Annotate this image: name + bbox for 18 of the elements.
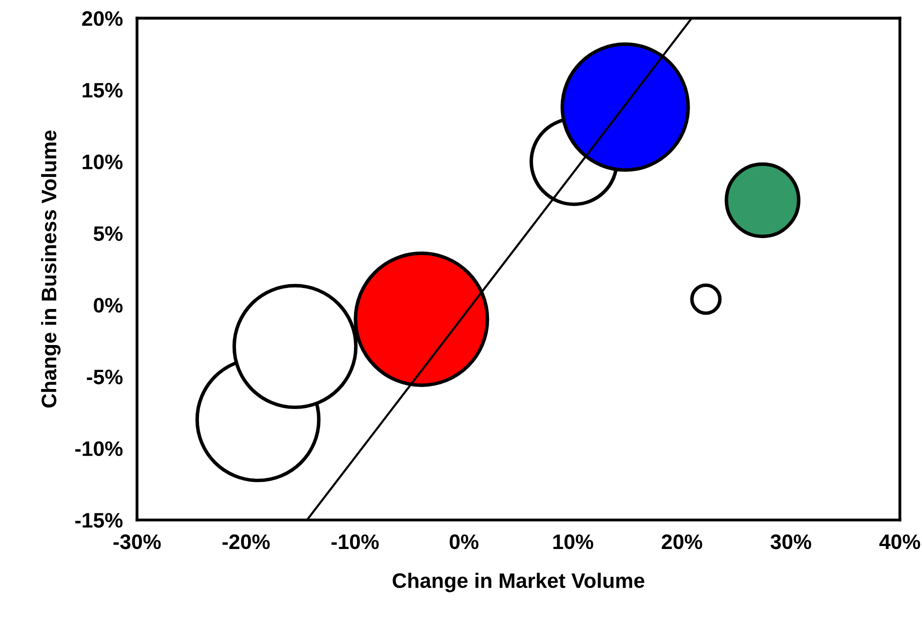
x-tick-label: 10% [553, 534, 594, 550]
y-tick-label: 0% [94, 298, 123, 313]
x-axis-title: Change in Market Volume [392, 572, 644, 592]
x-tick-label: 40% [879, 534, 920, 550]
y-tick-label: 15% [82, 82, 123, 98]
y-axis-title: Change in Business Volume [41, 130, 61, 408]
y-tick-label: -5% [86, 370, 123, 384]
y-tick-label: -10% [75, 441, 123, 456]
x-tick-label: -30% [114, 534, 161, 550]
y-tick-label: -15% [75, 513, 123, 528]
y-tick-label: 20% [82, 11, 123, 26]
y-tick-label: 5% [94, 226, 123, 241]
x-tick-label: 30% [770, 534, 812, 550]
x-tick-label: -10% [331, 534, 379, 550]
x-tick-label: -20% [222, 534, 270, 550]
x-tick-label: 0% [450, 534, 478, 550]
x-tick-label: 20% [662, 534, 702, 550]
y-tick-label: 10% [82, 154, 123, 170]
